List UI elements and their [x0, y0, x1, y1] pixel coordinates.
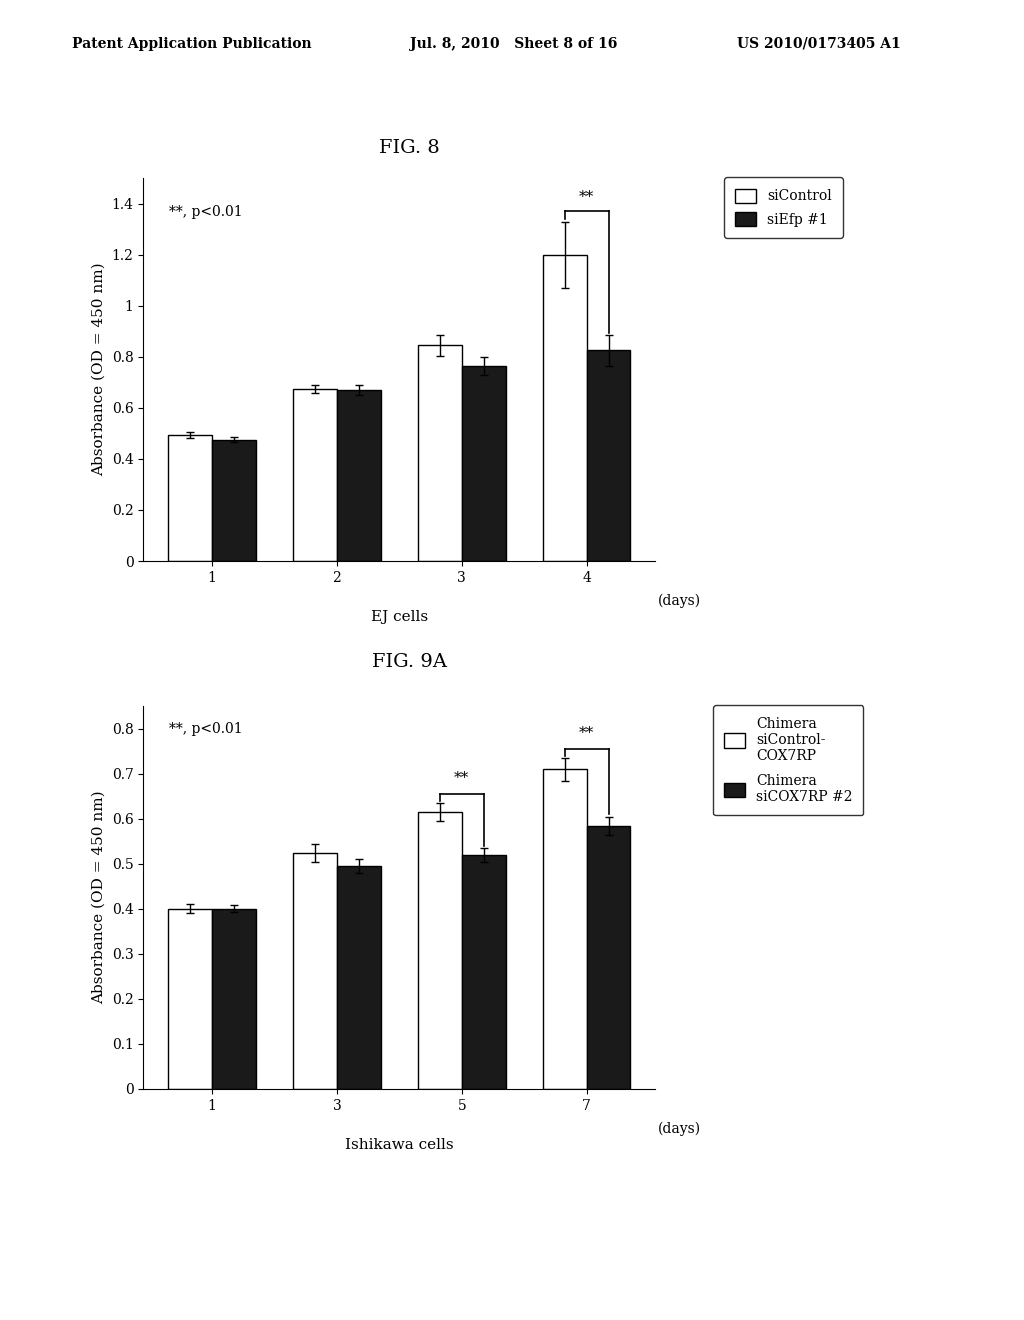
Text: **, p<0.01: **, p<0.01 — [169, 722, 243, 735]
Bar — [293, 853, 337, 1089]
Bar — [543, 255, 587, 561]
Bar — [337, 866, 381, 1089]
Bar — [462, 366, 506, 561]
Bar — [337, 389, 381, 561]
Text: (days): (days) — [657, 594, 701, 609]
Text: **: ** — [579, 190, 594, 203]
Bar — [462, 855, 506, 1089]
Text: **, p<0.01: **, p<0.01 — [169, 205, 243, 219]
Legend: Chimera
siControl-
COX7RP, Chimera
siCOX7RP #2: Chimera siControl- COX7RP, Chimera siCOX… — [713, 705, 863, 816]
Text: Jul. 8, 2010   Sheet 8 of 16: Jul. 8, 2010 Sheet 8 of 16 — [410, 37, 617, 51]
Bar — [212, 909, 256, 1089]
Text: Patent Application Publication: Patent Application Publication — [72, 37, 311, 51]
X-axis label: EJ cells: EJ cells — [371, 610, 428, 624]
Bar — [293, 388, 337, 561]
Bar — [543, 770, 587, 1089]
Bar — [587, 825, 631, 1089]
Bar — [212, 440, 256, 561]
Text: **: ** — [579, 726, 594, 741]
Y-axis label: Absorbance (OD = 450 nm): Absorbance (OD = 450 nm) — [92, 263, 106, 477]
Text: FIG. 9A: FIG. 9A — [372, 653, 447, 672]
Bar — [418, 812, 462, 1089]
Text: FIG. 8: FIG. 8 — [379, 139, 440, 157]
Bar — [168, 434, 212, 561]
Bar — [418, 346, 462, 561]
Y-axis label: Absorbance (OD = 450 nm): Absorbance (OD = 450 nm) — [92, 791, 106, 1005]
Legend: siControl, siEfp #1: siControl, siEfp #1 — [724, 177, 843, 238]
Bar — [168, 909, 212, 1089]
Text: **: ** — [455, 771, 469, 785]
Text: (days): (days) — [657, 1122, 701, 1137]
Text: US 2010/0173405 A1: US 2010/0173405 A1 — [737, 37, 901, 51]
Bar — [587, 351, 631, 561]
X-axis label: Ishikawa cells: Ishikawa cells — [345, 1138, 454, 1152]
